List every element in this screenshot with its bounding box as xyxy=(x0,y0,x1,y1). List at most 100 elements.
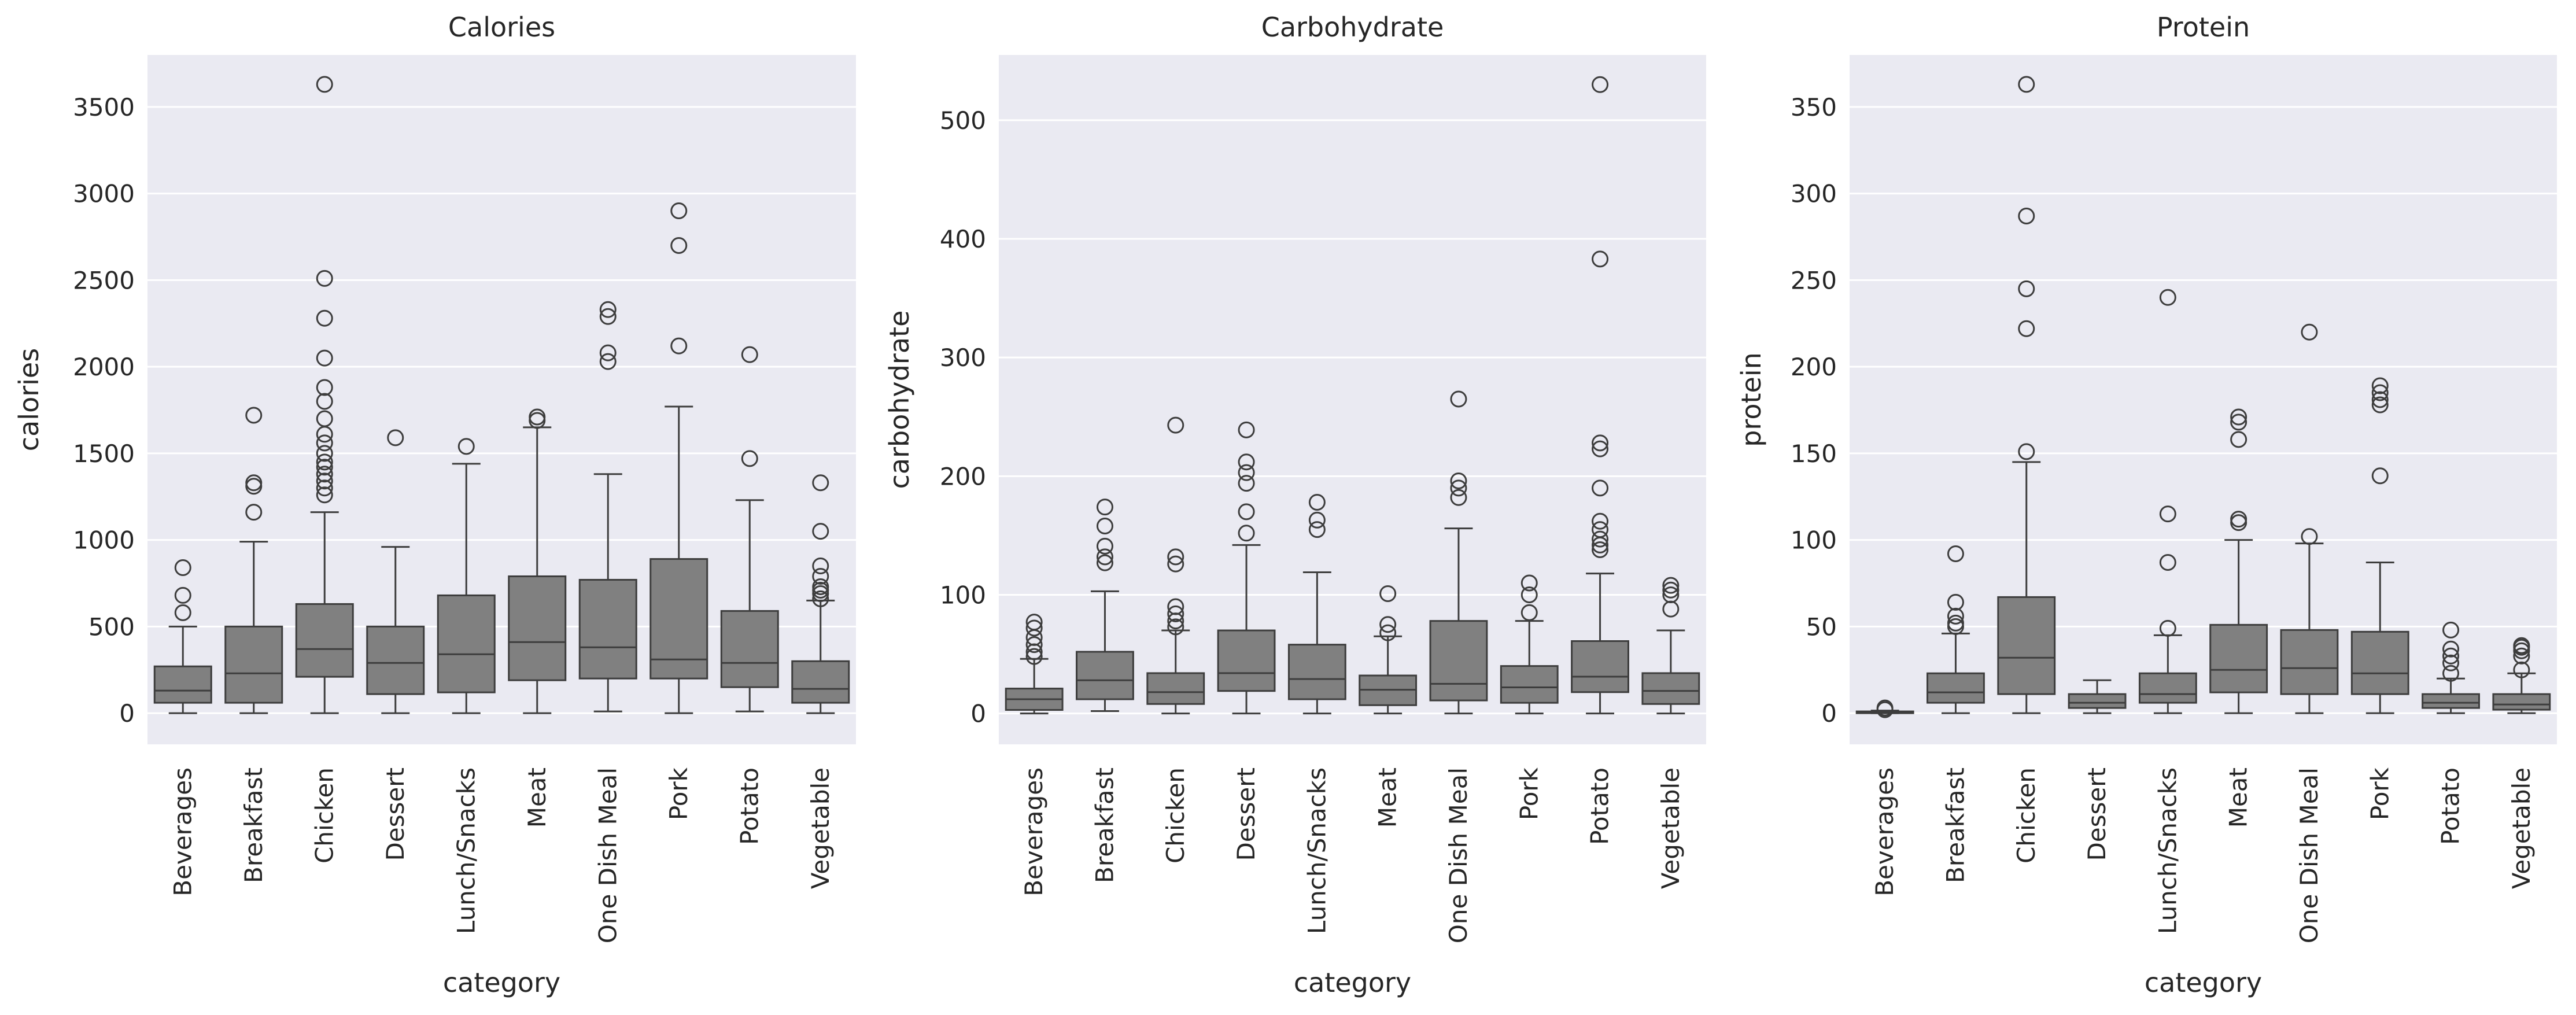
outlier-point xyxy=(1308,521,1326,538)
outlier-point xyxy=(670,337,688,355)
x-tick-label: Vegetable xyxy=(2507,767,2536,889)
x-tick-label: Vegetable xyxy=(1656,767,1685,889)
y-axis-label: carbohydrate xyxy=(884,311,915,489)
outlier-point xyxy=(316,309,333,327)
box-iqr xyxy=(2138,672,2197,704)
outlier-point xyxy=(1308,511,1326,529)
box-iqr xyxy=(508,575,567,681)
outlier-point xyxy=(1592,512,1609,530)
outlier-point xyxy=(1167,555,1184,573)
x-tick-label: Potato xyxy=(2437,767,2465,845)
outlier-point xyxy=(1592,440,1609,457)
outlier-point xyxy=(1520,586,1538,603)
outlier-point xyxy=(2159,505,2176,523)
outlier-point xyxy=(1238,475,1255,492)
x-tick-label: Beverages xyxy=(1020,767,1048,896)
outlier-point xyxy=(2442,621,2460,638)
y-tick-label: 0 xyxy=(119,699,135,728)
x-tick-label: Meat xyxy=(523,767,551,828)
outlier-point xyxy=(316,473,333,490)
outlier-point xyxy=(1592,541,1609,559)
outlier-point xyxy=(387,429,404,446)
outlier-point xyxy=(316,459,333,476)
outlier-point xyxy=(1450,479,1467,497)
x-tick-label: Beverages xyxy=(168,767,197,896)
box-iqr xyxy=(720,610,779,688)
x-tick-label: Chicken xyxy=(1161,767,1190,863)
x-tick-label: Lunch/Snacks xyxy=(2153,767,2182,934)
outlier-point xyxy=(1450,473,1467,490)
outlier-point xyxy=(812,523,829,540)
x-axis-label: category xyxy=(1294,967,1411,998)
subplot-title: Carbohydrate xyxy=(1261,12,1444,43)
outlier-point xyxy=(2230,511,2247,528)
outlier-point xyxy=(316,76,333,93)
outlier-point xyxy=(1167,618,1184,636)
protein-subplot: 0 50 100 150 200 250 300 350 Beverages Breakfast C… xyxy=(1736,12,2557,998)
outlier-point xyxy=(1662,577,1680,594)
outlier-point xyxy=(2301,323,2318,341)
outlier-point xyxy=(1379,616,1397,633)
outlier-point xyxy=(2159,554,2176,571)
x-tick-label: Lunch/Snacks xyxy=(1302,767,1331,934)
outlier-point xyxy=(457,438,475,455)
y-tick-label: 400 xyxy=(940,225,986,253)
outlier-point xyxy=(2018,280,2035,297)
outlier-point xyxy=(1167,605,1184,622)
outlier-point xyxy=(2513,647,2530,665)
outlier-point xyxy=(1450,489,1467,506)
x-axis-label: category xyxy=(443,967,560,998)
outlier-point xyxy=(174,559,191,577)
x-tick-label: Dessert xyxy=(1232,767,1260,861)
outlier-point xyxy=(2513,637,2530,654)
outlier-point xyxy=(316,445,333,462)
y-tick-label: 0 xyxy=(1821,699,1837,728)
y-tick-label: 0 xyxy=(970,700,986,728)
y-tick-label: 500 xyxy=(88,612,135,641)
box-iqr xyxy=(1429,620,1488,702)
outlier-point xyxy=(2159,289,2176,306)
outlier-point xyxy=(1520,604,1538,621)
outlier-point xyxy=(1947,545,1964,563)
carbohydrate-subplot: 0 100 200 300 400 500 Beverages Breakfast Chicke… xyxy=(884,12,1706,998)
outlier-point xyxy=(741,346,758,363)
outlier-point xyxy=(670,237,688,254)
outlier-point xyxy=(812,567,829,585)
outlier-point xyxy=(174,586,191,604)
y-tick-label: 350 xyxy=(1791,93,1837,121)
plot-area xyxy=(1850,55,2557,744)
outlier-point xyxy=(1025,619,1043,637)
x-tick-label: Breakfast xyxy=(239,767,268,883)
outlier-point xyxy=(1167,548,1184,566)
outlier-point xyxy=(1592,76,1609,93)
outlier-point xyxy=(1379,624,1397,641)
outlier-point xyxy=(1520,574,1538,592)
outlier-point xyxy=(1947,614,1964,632)
box-iqr xyxy=(1076,651,1134,700)
outlier-point xyxy=(812,558,829,575)
outlier-point xyxy=(599,344,617,361)
outlier-point xyxy=(1238,525,1255,542)
x-tick-label: Pork xyxy=(1515,767,1543,820)
y-tick-label: 200 xyxy=(940,462,986,490)
outlier-point xyxy=(529,408,546,426)
outlier-point xyxy=(1662,586,1680,603)
outlier-point xyxy=(1096,517,1113,534)
outlier-point xyxy=(316,453,333,471)
outlier-point xyxy=(316,466,333,483)
x-tick-label: One Dish Meal xyxy=(593,767,622,943)
plot-area xyxy=(999,55,1706,744)
outlier-point xyxy=(316,486,333,504)
outlier-point xyxy=(1096,554,1113,571)
outlier-point xyxy=(1096,548,1113,566)
box-iqr xyxy=(2350,630,2409,695)
outlier-point xyxy=(1167,416,1184,434)
box-iqr xyxy=(2068,693,2127,709)
y-axis-label: calories xyxy=(13,348,45,451)
x-tick-label: One Dish Meal xyxy=(1444,767,1472,943)
outlier-point xyxy=(1025,636,1043,654)
outlier-point xyxy=(2371,396,2389,414)
outlier-point xyxy=(1450,390,1467,408)
outlier-point xyxy=(245,474,263,492)
